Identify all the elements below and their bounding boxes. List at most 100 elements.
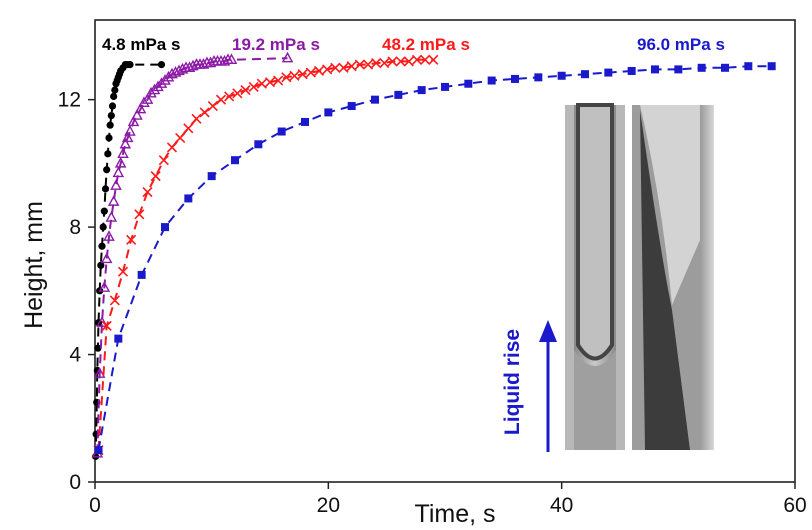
data-point [254,140,263,149]
data-point [117,266,129,277]
data-point [627,66,636,75]
data-point [281,72,292,83]
data-point [322,64,333,75]
data-point [97,261,105,269]
data-point [387,56,398,67]
data-point [103,166,111,174]
data-point [105,134,113,142]
y-tick-label: 4 [69,344,81,367]
liquid-rise-arrow-head [539,320,557,342]
data-point [289,70,300,81]
data-point [111,86,119,94]
data-point [204,56,217,68]
data-point [379,57,390,69]
y-tick-label: 0 [69,471,81,494]
data-point [93,367,106,378]
plot-frame [94,19,796,483]
data-point [126,61,134,69]
data-point [98,281,111,292]
data-point [107,195,120,206]
data-point [138,96,150,108]
data-point [103,230,115,241]
data-point [264,77,276,88]
data-point [101,320,112,331]
data-point [581,70,589,79]
data-point [155,77,168,88]
data-point [347,102,356,111]
data-point [197,58,210,69]
data-point [137,270,146,279]
data-point [248,81,259,92]
data-point [141,93,154,104]
data-point [215,94,227,105]
data-point [96,316,108,327]
series-line [97,58,434,451]
data-point [110,179,122,190]
data-point [297,69,308,80]
data-point [110,92,118,101]
data-point [199,107,210,118]
y-axis-title: Height, mm [20,201,48,329]
x-tick-label: 40 [550,494,573,517]
data-point [354,59,365,70]
data-point [428,54,439,65]
data-point [371,95,379,104]
data-point [161,223,169,232]
data-point [107,111,115,120]
x-tick-label: 60 [783,494,806,517]
photo-meniscus-left [576,103,614,361]
data-point [441,82,449,91]
data-point [411,54,423,65]
data-point [232,88,243,99]
data-point [100,252,113,264]
photo-dark-wedge [640,105,705,305]
data-point [273,75,284,86]
data-point [534,73,543,82]
data-point [176,62,189,74]
capillary-photo-inset [565,103,714,450]
data-point [324,108,333,117]
data-point [674,65,683,74]
data-point [124,125,136,136]
series-label-96-0: 96.0 mPa s [637,35,725,54]
data-point [184,194,193,203]
data-point [109,295,120,306]
data-point [150,171,161,182]
data-point [301,117,309,126]
data-point [94,344,102,352]
data-point [346,61,357,72]
data-point [305,67,316,78]
liquid-rise-label: Liquid rise [501,329,524,435]
data-point [152,80,164,92]
data-point [281,51,294,63]
data-point [231,156,239,165]
data-point [651,65,659,74]
photo-right-edge [700,105,714,450]
data-point [142,186,153,198]
data-point [330,62,341,73]
y-tick-label: 8 [69,216,81,239]
data-point [98,242,106,250]
data-point [145,86,157,98]
data-point [166,142,178,153]
data-point [417,86,426,95]
series-4-8-mpa-s [91,61,166,461]
data-point [101,185,110,193]
data-point [126,234,137,245]
data-point [104,150,112,158]
data-point [121,131,134,143]
data-point [697,63,706,72]
data-point [604,68,613,77]
data-point [511,74,519,83]
data-point [218,54,231,66]
data-point [157,61,166,69]
data-point [131,109,143,120]
series-48-2-mpa-s [93,54,439,456]
data-point [127,115,140,127]
data-point [183,123,194,134]
data-point [464,79,473,88]
data-point [191,113,202,124]
data-point [105,211,118,222]
data-point [362,59,374,70]
